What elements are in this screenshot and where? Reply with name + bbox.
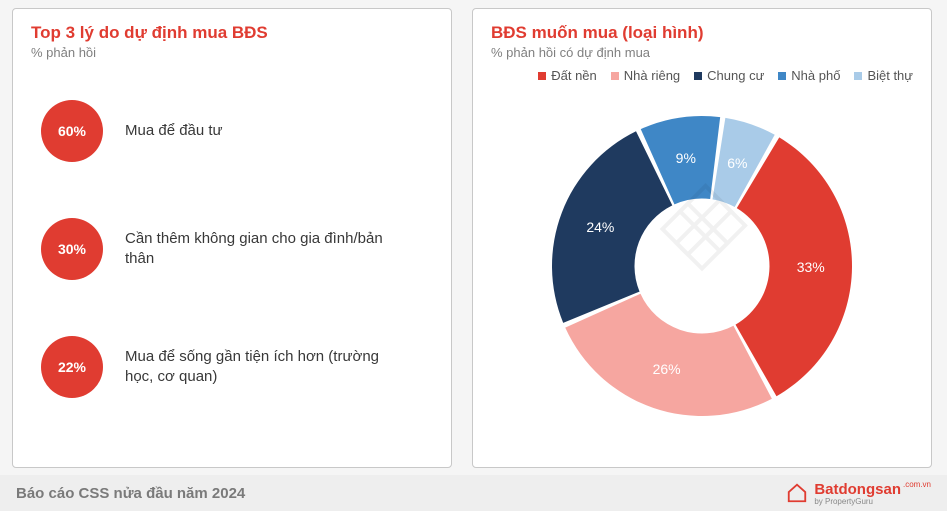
brand-logo: Batdongsan .com.vn by PropertyGuru bbox=[786, 481, 931, 506]
footer: Báo cáo CSS nửa đầu năm 2024 Batdongsan … bbox=[0, 475, 947, 511]
panel-donut-title: BĐS muốn mua (loại hình) bbox=[491, 23, 913, 43]
donut-chart: 33% 26% 24% 9% 6% bbox=[537, 101, 867, 431]
donut-slice bbox=[565, 294, 772, 416]
legend-swatch bbox=[694, 72, 702, 80]
legend-label: Nhà phố bbox=[791, 68, 840, 83]
legend-item: Nhà riêng bbox=[611, 68, 680, 83]
donut-slice-label: 33% bbox=[797, 259, 825, 275]
reason-text: Mua để đầu tư bbox=[125, 121, 223, 141]
legend-label: Chung cư bbox=[707, 68, 764, 83]
legend-label: Đất nền bbox=[551, 68, 597, 83]
legend-swatch bbox=[538, 72, 546, 80]
reason-row: 60% Mua để đầu tư bbox=[41, 100, 433, 162]
donut-legend: Đất nền Nhà riêng Chung cư Nhà phố Biệt thự bbox=[491, 68, 913, 83]
footer-text: Báo cáo CSS nửa đầu năm 2024 bbox=[16, 485, 245, 502]
reasons-list: 60% Mua để đầu tư 30% Cần thêm không gian c… bbox=[31, 100, 433, 398]
reason-bubble: 30% bbox=[41, 218, 103, 280]
legend-label: Biệt thự bbox=[867, 68, 913, 83]
donut-slice-label: 6% bbox=[727, 155, 747, 171]
legend-swatch bbox=[611, 72, 619, 80]
legend-swatch bbox=[778, 72, 786, 80]
brand-icon bbox=[786, 482, 808, 504]
reason-row: 30% Cần thêm không gian cho gia đình/bản … bbox=[41, 218, 433, 280]
reason-text: Cần thêm không gian cho gia đình/bản thâ… bbox=[125, 229, 405, 270]
donut-slice-label: 26% bbox=[653, 361, 681, 377]
reason-text: Mua để sống gần tiện ích hơn (trường học… bbox=[125, 347, 405, 388]
reason-bubble: 22% bbox=[41, 336, 103, 398]
legend-swatch bbox=[854, 72, 862, 80]
legend-label: Nhà riêng bbox=[624, 68, 680, 83]
legend-item: Nhà phố bbox=[778, 68, 840, 83]
legend-item: Biệt thự bbox=[854, 68, 913, 83]
panel-reasons: Top 3 lý do dự định mua BĐS % phản hồi 6… bbox=[12, 8, 452, 468]
panel-donut-subtitle: % phản hồi có dự định mua bbox=[491, 45, 913, 60]
donut-slice bbox=[736, 137, 852, 396]
donut-slice-label: 9% bbox=[676, 150, 696, 166]
legend-item: Chung cư bbox=[694, 68, 764, 83]
panel-reasons-subtitle: % phản hồi bbox=[31, 45, 433, 60]
panel-donut: BĐS muốn mua (loại hình) % phản hồi có d… bbox=[472, 8, 932, 468]
brand-sub: by PropertyGuru bbox=[814, 498, 931, 506]
donut-slice-label: 24% bbox=[586, 219, 614, 235]
reason-row: 22% Mua để sống gần tiện ích hơn (trường … bbox=[41, 336, 433, 398]
reason-bubble: 60% bbox=[41, 100, 103, 162]
panel-reasons-title: Top 3 lý do dự định mua BĐS bbox=[31, 23, 433, 43]
brand-super: .com.vn bbox=[903, 481, 931, 489]
brand-main: Batdongsan bbox=[814, 481, 901, 498]
legend-item: Đất nền bbox=[538, 68, 597, 83]
